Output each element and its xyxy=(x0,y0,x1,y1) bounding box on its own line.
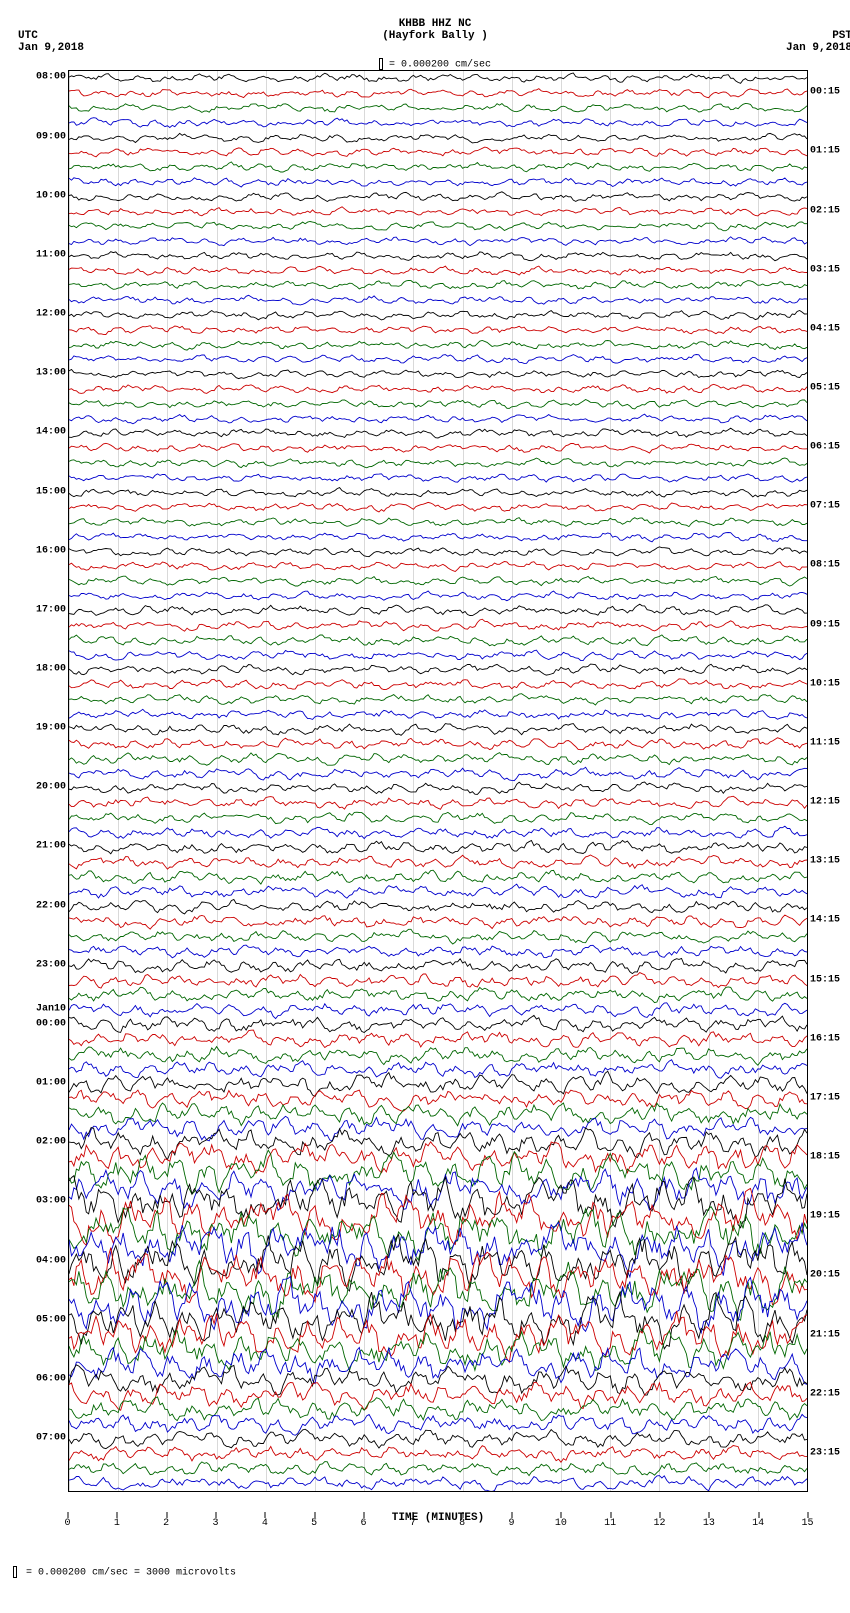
x-axis-tick: 1 xyxy=(117,1512,118,1529)
utc-hour-label: Jan10 xyxy=(20,1004,66,1015)
utc-hour-label: 07:00 xyxy=(20,1433,66,1444)
pst-hour-label: 01:15 xyxy=(810,146,850,157)
utc-hour-label: 12:00 xyxy=(20,309,66,320)
pst-hour-label: 06:15 xyxy=(810,442,850,453)
utc-hour-label: 19:00 xyxy=(20,723,66,734)
x-axis-tick: 11 xyxy=(610,1512,611,1529)
pst-hour-label: 19:15 xyxy=(810,1211,850,1222)
pst-hour-label: 11:15 xyxy=(810,737,850,748)
x-axis-title: TIME (MINUTES) xyxy=(68,1512,808,1524)
pst-hour-label: 04:15 xyxy=(810,323,850,334)
pst-hour-label: 14:15 xyxy=(810,915,850,926)
utc-hour-label: 04:00 xyxy=(20,1255,66,1266)
tz-right-date: Jan 9,2018 xyxy=(786,42,850,54)
utc-hour-label: 08:00 xyxy=(20,72,66,83)
tz-left-date: Jan 9,2018 xyxy=(18,42,84,54)
utc-hour-label: 15:00 xyxy=(20,486,66,497)
footer-note: = 0.000200 cm/sec = 3000 microvolts xyxy=(10,1566,850,1579)
x-axis-tick: 13 xyxy=(709,1512,710,1529)
utc-hour-label: 21:00 xyxy=(20,841,66,852)
utc-hour-label: 14:00 xyxy=(20,427,66,438)
pst-hour-label: 22:15 xyxy=(810,1388,850,1399)
utc-hour-label: 09:00 xyxy=(20,131,66,142)
utc-hour-label: 01:00 xyxy=(20,1078,66,1089)
x-axis-tick: 14 xyxy=(758,1512,759,1529)
x-axis-tick: 0 xyxy=(68,1512,69,1529)
utc-hour-label: 13:00 xyxy=(20,368,66,379)
pst-hour-label: 20:15 xyxy=(810,1270,850,1281)
pst-hour-label: 16:15 xyxy=(810,1033,850,1044)
x-axis-tick: 8 xyxy=(462,1512,463,1529)
x-axis-tick: 5 xyxy=(314,1512,315,1529)
utc-hour-label: 03:00 xyxy=(20,1196,66,1207)
scale-bar-icon xyxy=(379,58,383,70)
pst-hour-label: 00:15 xyxy=(810,87,850,98)
plot-wrap: 08:00 09:00 10:00 11:00 12:00 13:00 14:00 15:00… xyxy=(20,70,850,1552)
pst-hour-label: 15:15 xyxy=(810,974,850,985)
utc-hour-label: 18:00 xyxy=(20,663,66,674)
utc-hour-label: 16:00 xyxy=(20,545,66,556)
pst-hour-label: 08:15 xyxy=(810,560,850,571)
x-axis-tick: 7 xyxy=(413,1512,414,1529)
pst-hour-label: 18:15 xyxy=(810,1152,850,1163)
utc-hour-label: 11:00 xyxy=(20,249,66,260)
station-line2: (Hayfork Bally ) xyxy=(10,30,850,42)
x-axis-tick: 9 xyxy=(512,1512,513,1529)
utc-hour-label: 17:00 xyxy=(20,604,66,615)
pst-hour-label: 10:15 xyxy=(810,678,850,689)
scale-bar-icon xyxy=(13,1566,17,1578)
x-axis-tick: 2 xyxy=(166,1512,167,1529)
pst-hour-label: 13:15 xyxy=(810,856,850,867)
tz-right-label: PST xyxy=(786,30,850,42)
utc-hour-label: 06:00 xyxy=(20,1373,66,1384)
utc-hour-label: 23:00 xyxy=(20,959,66,970)
scale-text: = 0.000200 cm/sec xyxy=(389,60,491,71)
pst-hour-label: 21:15 xyxy=(810,1329,850,1340)
x-axis-tick: 10 xyxy=(561,1512,562,1529)
pst-hour-label: 17:15 xyxy=(810,1092,850,1103)
tz-right-block: PST Jan 9,2018 xyxy=(786,30,850,54)
scale-legend: = 0.000200 cm/sec xyxy=(10,58,850,71)
x-axis-tick: 4 xyxy=(265,1512,266,1529)
x-axis: 1514131211109876543210 TIME (MINUTES) xyxy=(68,1512,808,1552)
chart-header: UTC Jan 9,2018 KHBB HHZ NC (Hayfork Ball… xyxy=(10,10,850,70)
utc-hour-label: 02:00 xyxy=(20,1137,66,1148)
pst-hour-label: 09:15 xyxy=(810,619,850,630)
utc-hour-label: 00:00 xyxy=(20,1018,66,1029)
x-axis-tick: 6 xyxy=(364,1512,365,1529)
helicorder-plot xyxy=(68,70,808,1492)
x-axis-tick: 12 xyxy=(660,1512,661,1529)
gridline-vertical xyxy=(807,71,808,1491)
footer-text: = 0.000200 cm/sec = 3000 microvolts xyxy=(26,1568,236,1579)
pst-hour-label: 12:15 xyxy=(810,797,850,808)
utc-hour-label: 22:00 xyxy=(20,900,66,911)
pst-hour-label: 23:15 xyxy=(810,1447,850,1458)
pst-hour-label: 02:15 xyxy=(810,205,850,216)
utc-hour-label: 10:00 xyxy=(20,190,66,201)
pst-hour-label: 07:15 xyxy=(810,501,850,512)
x-axis-tick: 15 xyxy=(808,1512,809,1529)
station-title: KHBB HHZ NC (Hayfork Bally ) xyxy=(10,18,850,42)
station-line1: KHBB HHZ NC xyxy=(10,18,850,30)
x-axis-tick: 3 xyxy=(216,1512,217,1529)
utc-hour-label: 20:00 xyxy=(20,782,66,793)
pst-hour-label: 05:15 xyxy=(810,382,850,393)
utc-hour-label: 05:00 xyxy=(20,1314,66,1325)
pst-hour-label: 03:15 xyxy=(810,264,850,275)
